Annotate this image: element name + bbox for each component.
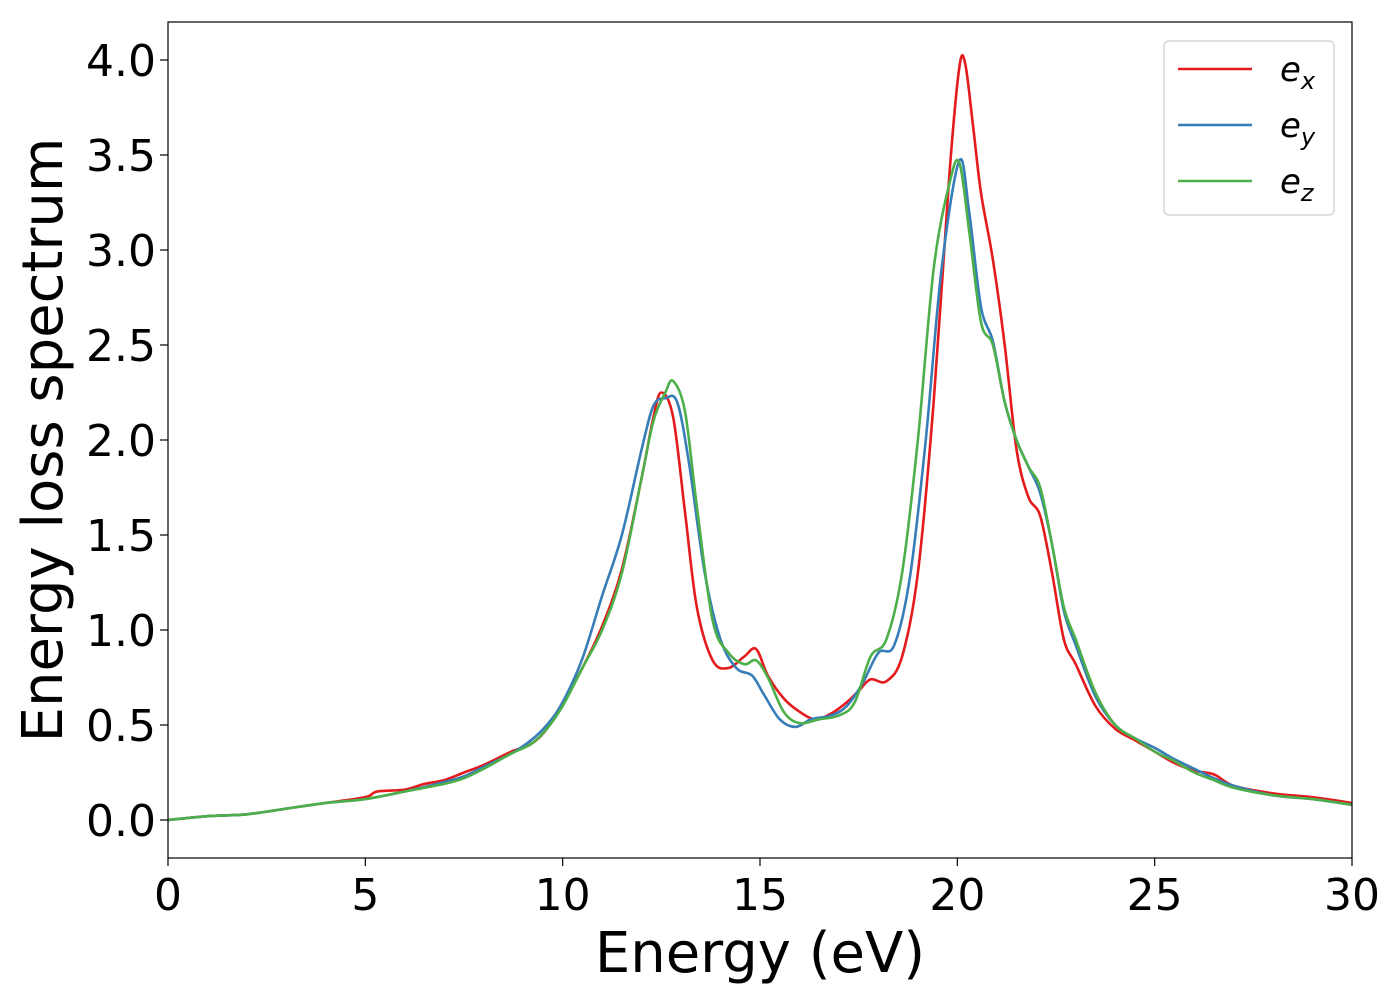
series-layer xyxy=(168,53,1352,822)
legend-label-x: ex xyxy=(1280,50,1316,95)
y-tick-label: 3.0 xyxy=(86,226,156,277)
x-tick-label: 20 xyxy=(929,870,985,921)
legend-label-z: ez xyxy=(1280,162,1315,207)
y-tick-label: 4.0 xyxy=(86,36,156,87)
y-tick-label: 2.0 xyxy=(86,416,156,467)
series-line-y xyxy=(168,157,1352,822)
y-tick-label: 2.5 xyxy=(86,321,156,372)
y-tick-label: 1.5 xyxy=(86,511,156,562)
y-tick-label: 1.0 xyxy=(86,606,156,657)
y-tick-label: 0.0 xyxy=(86,796,156,847)
y-axis: 0.0 0.5 1.0 1.5 2.0 2.5 3.0 3.5 4.0 xyxy=(86,36,168,847)
x-axis-label: Energy (eV) xyxy=(595,921,925,986)
x-tick-label: 10 xyxy=(535,870,591,921)
y-axis-label: Energy loss spectrum xyxy=(11,138,76,743)
legend-label-y: ey xyxy=(1280,106,1316,151)
series-line-x xyxy=(168,53,1352,822)
x-tick-label: 0 xyxy=(154,870,182,921)
x-tick-label: 30 xyxy=(1324,870,1380,921)
x-tick-label: 25 xyxy=(1127,870,1183,921)
series-line-z xyxy=(168,158,1352,822)
y-tick-label: 3.5 xyxy=(86,131,156,182)
y-tick-label: 0.5 xyxy=(86,701,156,752)
legend: ex ey ez xyxy=(1163,40,1335,216)
legend-frame xyxy=(1163,40,1335,216)
x-tick-label: 5 xyxy=(351,870,379,921)
x-axis: 0 5 10 15 20 25 30 xyxy=(154,858,1380,921)
x-tick-label: 15 xyxy=(732,870,788,921)
